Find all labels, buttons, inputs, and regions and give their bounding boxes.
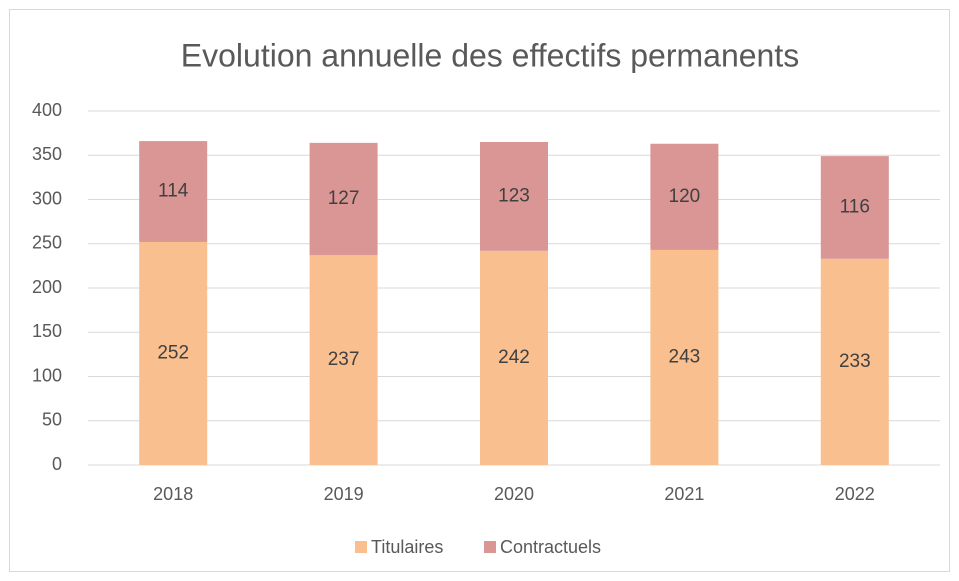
y-tick-label: 100 [32, 365, 62, 385]
y-tick-label: 150 [32, 321, 62, 341]
bar-segment [139, 141, 208, 242]
bar-segment [309, 142, 378, 256]
y-tick-label: 400 [32, 100, 62, 120]
data-label: 120 [669, 186, 701, 207]
x-tick-label: 2021 [664, 484, 704, 504]
data-label: 123 [498, 185, 530, 206]
x-tick-label: 2018 [153, 484, 193, 504]
data-label: 114 [158, 181, 189, 202]
x-tick-label: 2020 [494, 484, 534, 504]
y-tick-label: 350 [32, 144, 62, 164]
data-label: 233 [839, 351, 871, 372]
legend-label: Titulaires [371, 537, 443, 557]
bar-segment [820, 258, 889, 465]
data-label: 127 [328, 188, 360, 209]
x-tick-label: 2019 [324, 484, 364, 504]
data-label: 243 [669, 346, 701, 367]
y-tick-label: 50 [42, 410, 62, 430]
legend-label: Contractuels [500, 537, 601, 557]
bar-segment [309, 255, 378, 465]
legend-swatch [484, 541, 496, 553]
legend-swatch [355, 541, 367, 553]
bar-segment [650, 249, 719, 465]
data-label: 116 [840, 196, 870, 217]
y-tick-label: 300 [32, 188, 62, 208]
y-tick-label: 0 [52, 454, 62, 474]
x-tick-label: 2022 [835, 484, 875, 504]
data-label: 242 [498, 347, 530, 368]
bar-segment [820, 156, 889, 259]
data-label: 237 [328, 349, 360, 370]
y-tick-label: 250 [32, 233, 62, 253]
bar-segment [650, 143, 719, 250]
y-tick-label: 200 [32, 277, 62, 297]
data-label: 252 [157, 343, 189, 364]
bar-segment [139, 241, 208, 465]
chart-title: Evolution annuelle des effectifs permane… [181, 37, 799, 73]
bar-segment [480, 141, 548, 251]
bar-segment [480, 250, 548, 465]
